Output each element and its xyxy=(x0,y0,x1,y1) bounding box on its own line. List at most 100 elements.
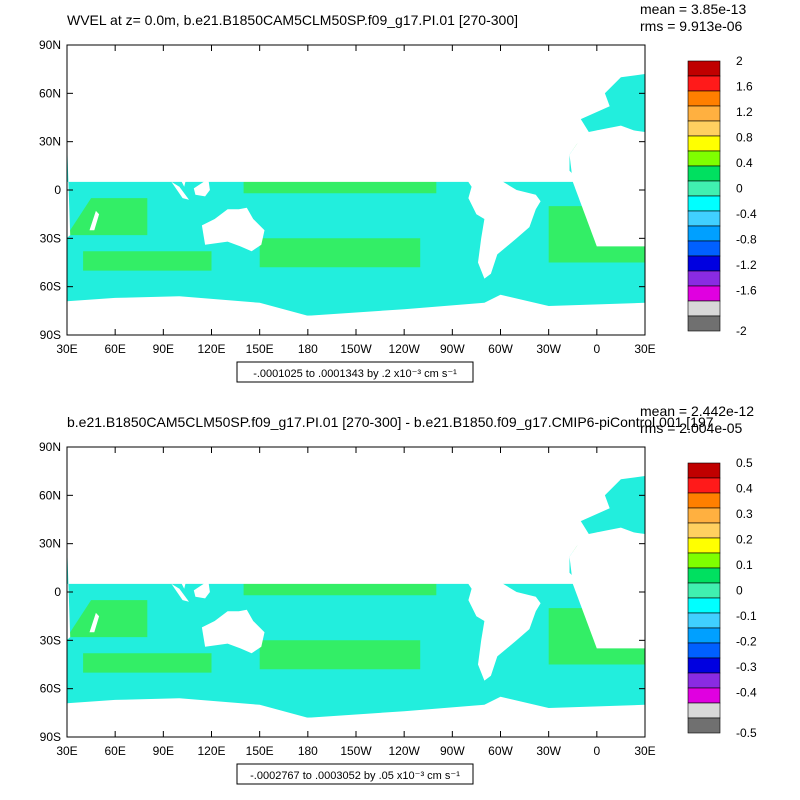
colorbar-swatch xyxy=(687,300,721,317)
x-tick-label: 30E xyxy=(56,744,77,758)
colorbar-swatch xyxy=(687,582,721,599)
x-tick-label: 0 xyxy=(593,342,600,356)
x-tick-label: 30W xyxy=(536,342,561,356)
x-tick-label: 30W xyxy=(536,744,561,758)
land-australia xyxy=(201,207,265,252)
positive-anomaly-region xyxy=(67,600,148,638)
land-africaW xyxy=(569,130,649,247)
y-tick-label: 90N xyxy=(39,440,61,454)
colorbar-swatch xyxy=(687,150,721,167)
land-antarctica xyxy=(67,294,645,335)
x-tick-label: 150E xyxy=(246,744,274,758)
colorbar-swatch xyxy=(687,240,721,257)
colorbar-swatch xyxy=(687,657,721,674)
y-tick-label: 60S xyxy=(40,682,61,696)
colorbar-swatch xyxy=(687,105,721,122)
land-madagascar xyxy=(89,210,100,231)
land-americas xyxy=(327,74,541,279)
land-africaW xyxy=(569,532,649,649)
y-tick-label: 0 xyxy=(54,585,61,599)
colorbar-swatch xyxy=(687,627,721,644)
colorbar-label: -0.2 xyxy=(736,635,757,649)
colorbar-label: 0 xyxy=(736,584,743,598)
range-label-box xyxy=(236,361,474,383)
positive-anomaly-region xyxy=(259,238,421,268)
x-tick-label: 30E xyxy=(634,744,655,758)
colorbar-label: 0.8 xyxy=(736,131,753,145)
x-tick-label: 180 xyxy=(298,342,318,356)
x-tick-label: 120W xyxy=(388,744,420,758)
colorbar-swatch xyxy=(687,507,721,524)
chart-panel-1: 30E 60E 90E 120E 150E 180 150W 120W 90W 60W 30W 0 30… xyxy=(23,1,757,383)
y-tick-label: 60N xyxy=(39,488,61,502)
colorbar-swatch xyxy=(687,180,721,197)
x-tick-label: 60W xyxy=(488,342,513,356)
x-tick-label: 30E xyxy=(634,342,655,356)
colorbar-label: -0.4 xyxy=(736,207,757,221)
colorbar-swatch xyxy=(687,537,721,554)
y-tick-label: 0 xyxy=(54,183,61,197)
mean-stat: mean = 2.442e-12 xyxy=(640,403,754,419)
x-tick-label: 90E xyxy=(153,744,174,758)
colorbar-swatch xyxy=(687,210,721,227)
colorbar-swatch xyxy=(687,597,721,614)
y-tick-label: 30N xyxy=(39,135,61,149)
mean-stat: mean = 3.85e-13 xyxy=(640,1,746,17)
rms-stat: rms = 2.004e-05 xyxy=(640,420,743,436)
colorbar-swatch xyxy=(687,717,721,734)
x-tick-label: 150W xyxy=(340,744,372,758)
colorbar-label: -0.5 xyxy=(736,726,757,740)
colorbar-label: 0.4 xyxy=(736,156,753,170)
colorbar-label: 0.2 xyxy=(736,533,753,547)
colorbar-swatch xyxy=(687,165,721,182)
colorbar-swatch xyxy=(687,120,721,137)
colorbar-swatch xyxy=(687,612,721,629)
x-tick-label: 180 xyxy=(298,744,318,758)
colorbar-swatch xyxy=(687,642,721,659)
land-americas xyxy=(327,476,541,681)
y-tick-label: 30N xyxy=(39,537,61,551)
x-tick-label: 60E xyxy=(104,744,125,758)
land-africa xyxy=(23,130,646,245)
colorbar-swatch xyxy=(687,255,721,272)
colorbar-swatch xyxy=(687,567,721,584)
colorbar-label: 0 xyxy=(736,182,743,196)
colorbar-label: -1.6 xyxy=(736,284,757,298)
range-label: -.0002767 to .0003052 by .05 x10⁻³ cm s⁻… xyxy=(250,770,460,782)
x-tick-label: 120E xyxy=(197,744,225,758)
positive-anomaly-region xyxy=(67,198,148,236)
colorbar-label: 0.1 xyxy=(736,558,753,572)
colorbar-label: -0.4 xyxy=(736,686,757,700)
x-tick-label: 90W xyxy=(440,744,465,758)
colorbar-swatch xyxy=(687,492,721,509)
colorbar-swatch xyxy=(687,285,721,302)
positive-anomaly-region xyxy=(83,653,212,673)
y-tick-label: 90S xyxy=(40,730,61,744)
colorbar-label: 2 xyxy=(736,54,743,68)
land-borneo xyxy=(193,178,210,197)
land-madagascar xyxy=(89,612,100,633)
y-tick-label: 30S xyxy=(40,231,61,245)
colorbar-swatch xyxy=(687,75,721,92)
x-tick-label: 150W xyxy=(340,342,372,356)
land-borneo xyxy=(193,580,210,599)
x-tick-label: 90E xyxy=(153,342,174,356)
range-label-box xyxy=(236,763,474,785)
colorbar-swatch xyxy=(687,90,721,107)
colorbar-swatch xyxy=(687,552,721,569)
chart-title: b.e21.B1850CAM5CLM50SP.f09_g17.PI.01 [27… xyxy=(67,414,714,430)
y-tick-label: 90N xyxy=(39,38,61,52)
x-tick-label: 0 xyxy=(593,744,600,758)
y-tick-label: 60N xyxy=(39,86,61,100)
colorbar-swatch xyxy=(687,672,721,689)
colorbar-swatch xyxy=(687,60,721,77)
x-tick-label: 30E xyxy=(56,342,77,356)
colorbar-swatch xyxy=(687,702,721,719)
positive-anomaly-region xyxy=(259,640,421,670)
chart-title: WVEL at z= 0.0m, b.e21.B1850CAM5CLM50SP.… xyxy=(67,12,518,28)
colorbar-label: 1.2 xyxy=(736,105,753,119)
y-tick-label: 90S xyxy=(40,328,61,342)
positive-anomaly-region xyxy=(243,180,437,194)
y-tick-label: 60S xyxy=(40,280,61,294)
